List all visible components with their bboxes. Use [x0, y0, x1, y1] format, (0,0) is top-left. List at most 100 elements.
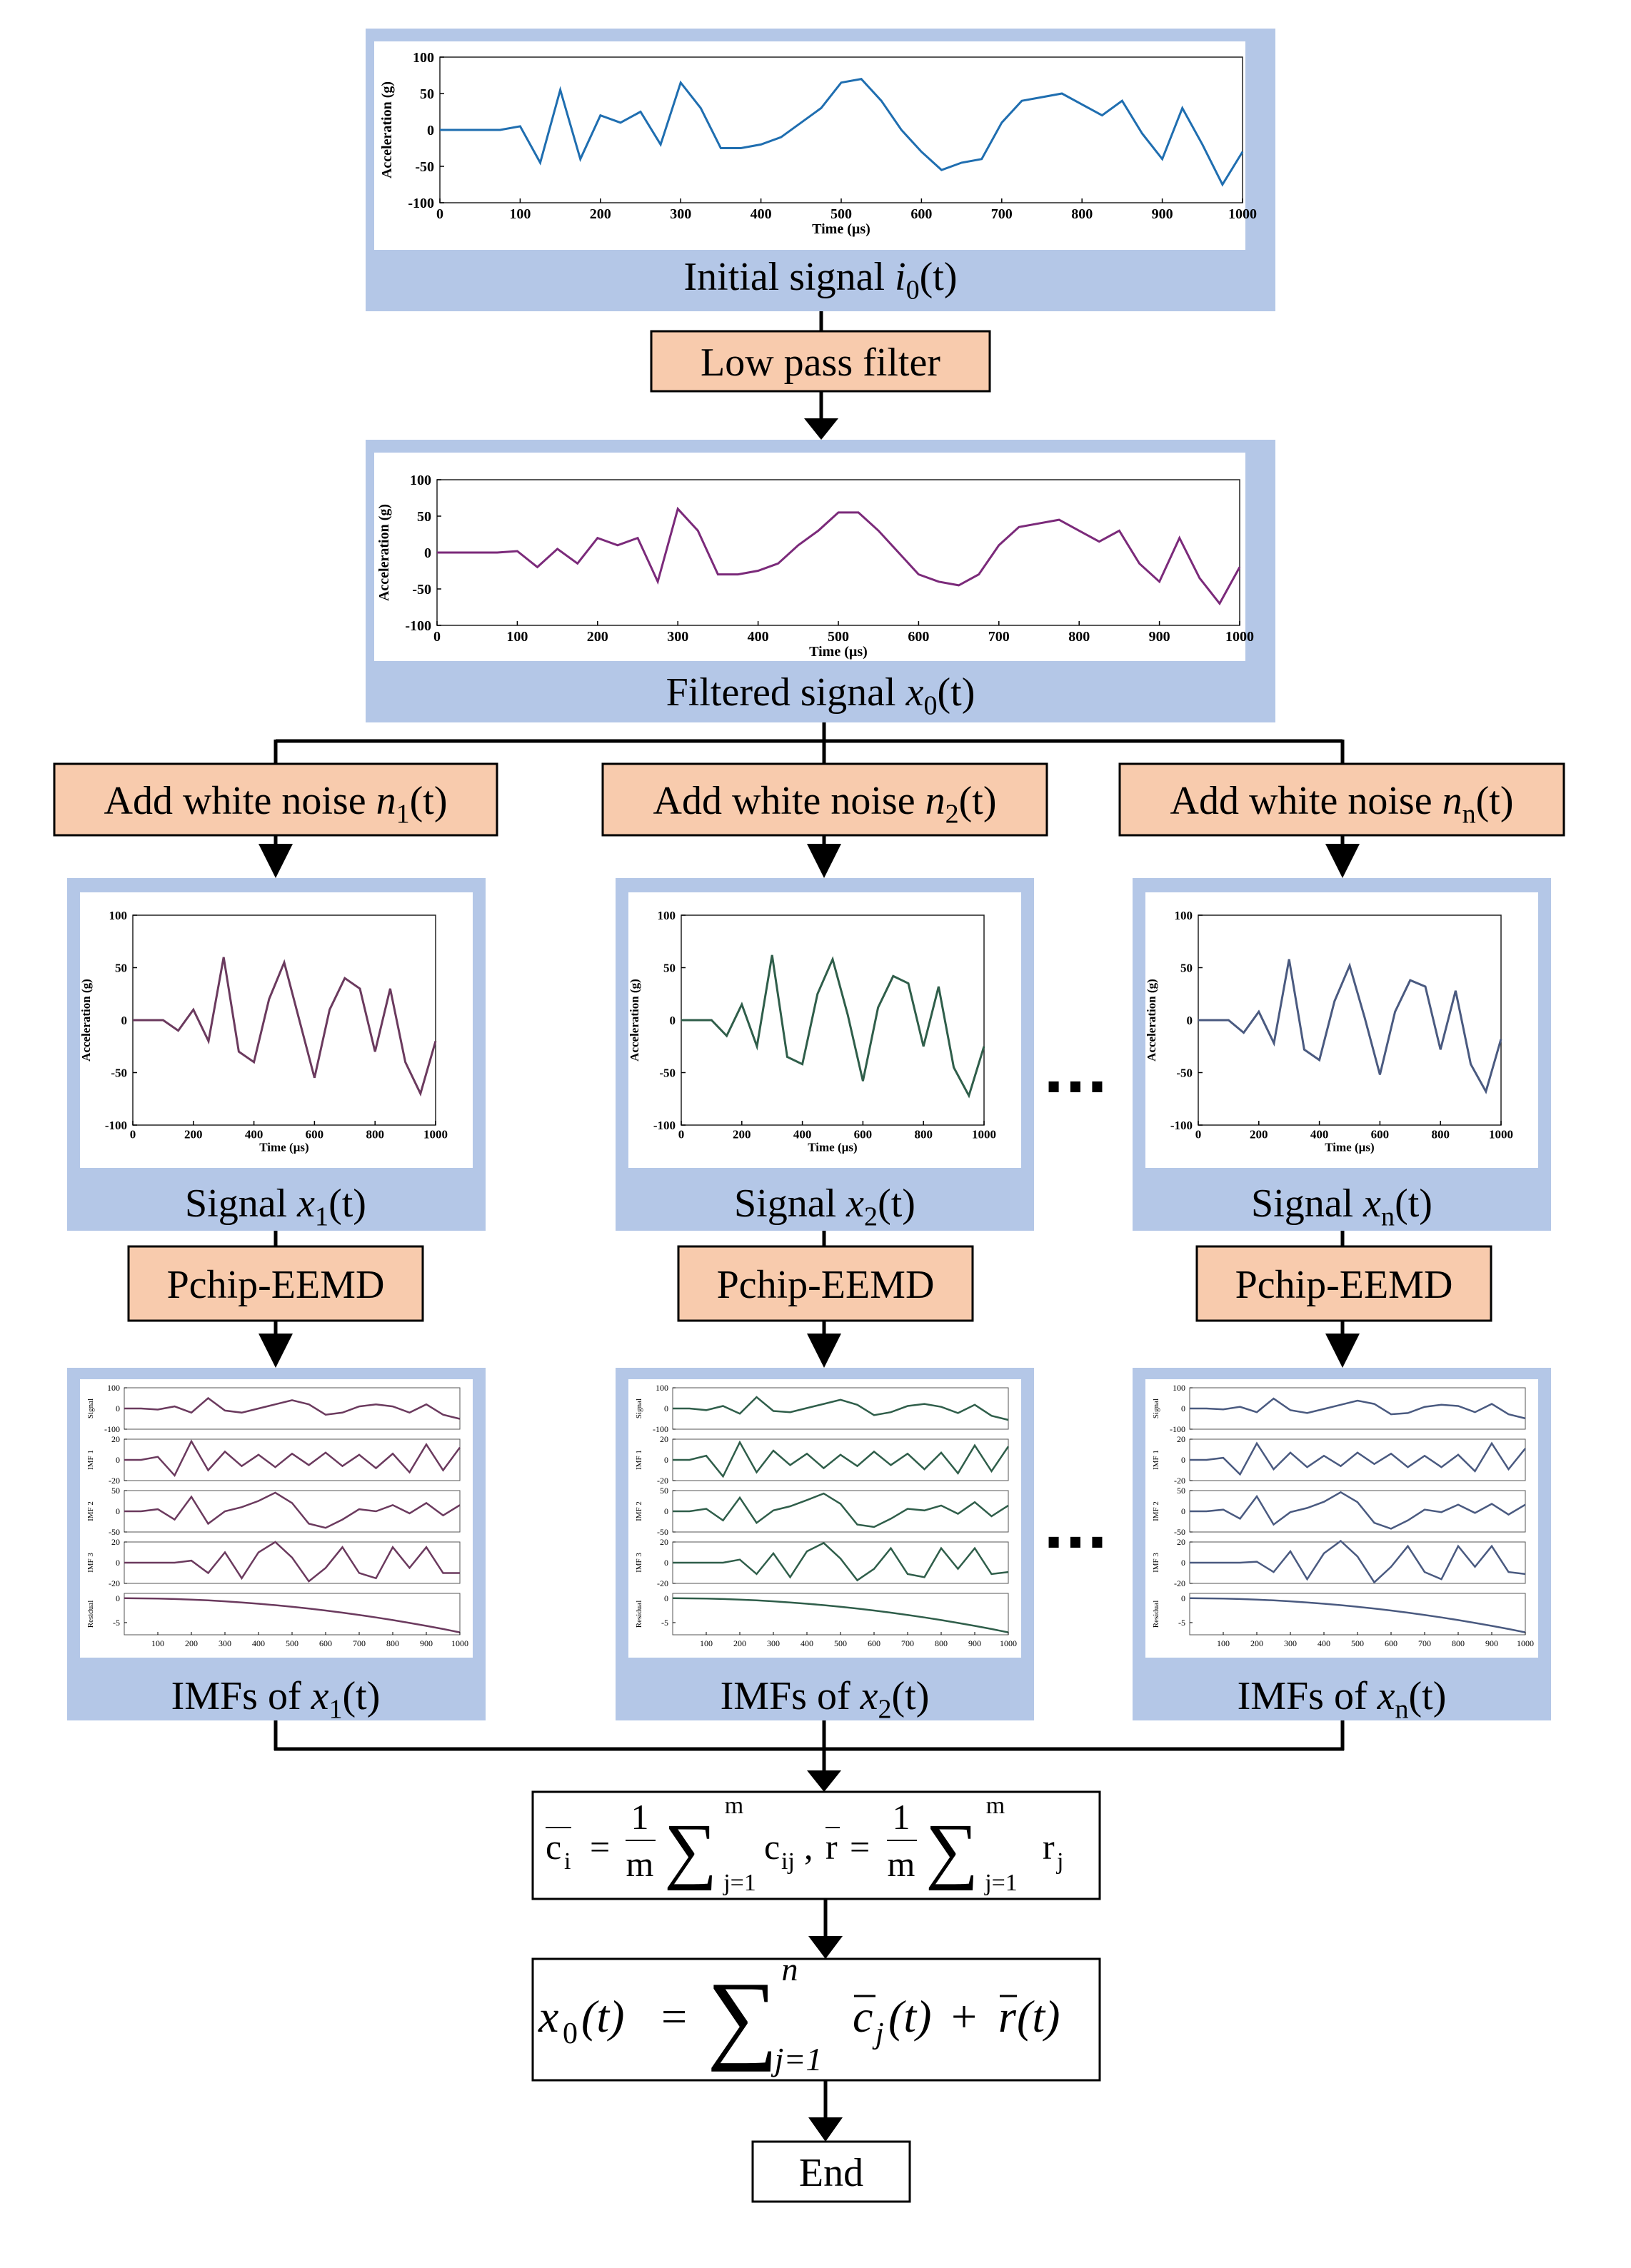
- caption-subscript: 0: [923, 690, 937, 720]
- y-tick-label: -50: [1174, 1527, 1185, 1537]
- x-tick-label: 200: [1250, 1638, 1263, 1648]
- y-tick-label: 0: [1181, 1558, 1185, 1568]
- caption-part: (t): [328, 1181, 366, 1226]
- plot-area: [374, 453, 1245, 661]
- imf-line: [1190, 1539, 1526, 1584]
- x-tick-label: 0: [130, 1128, 136, 1141]
- signal-line: [440, 77, 1244, 187]
- caption: Signal xn(t): [1251, 1181, 1432, 1231]
- y-tick-label: 100: [109, 909, 128, 922]
- caption-subscript: n: [1462, 799, 1476, 829]
- caption-part: x: [905, 670, 924, 715]
- arrowhead: [1325, 844, 1360, 878]
- y-axis-label: Acceleration (g): [376, 504, 392, 601]
- plot-area: [628, 1379, 1021, 1658]
- y-tick-label: 20: [660, 1537, 668, 1547]
- y-tick-label: 0: [1181, 1506, 1185, 1516]
- y-tick-label: 0: [670, 1014, 676, 1027]
- y-tick-label: 20: [1177, 1537, 1185, 1547]
- caption-part: Add white noise: [1170, 779, 1442, 823]
- caption-part: Signal: [185, 1181, 297, 1226]
- lower-limit: j=1: [771, 2041, 823, 2077]
- arrowhead: [808, 1936, 843, 1959]
- imf-line: [673, 1541, 1009, 1582]
- caption-part: i: [895, 255, 906, 299]
- x-tick-label: 800: [1068, 629, 1090, 645]
- imf-line: [124, 1541, 460, 1583]
- upper-limit: n: [782, 1951, 798, 1987]
- subscript: j: [1056, 1848, 1063, 1875]
- y-tick-label: 50: [111, 1486, 120, 1496]
- caption: Add white noise n1(t): [104, 779, 448, 829]
- arrowhead: [259, 844, 293, 878]
- caption-subscript: n: [1395, 1694, 1408, 1724]
- y-tick-label: 0: [664, 1593, 668, 1603]
- y-tick-label: -20: [657, 1578, 668, 1588]
- y-tick-label: 0: [121, 1014, 128, 1027]
- y-axis-label: Residual: [635, 1601, 643, 1628]
- lower-limit: j=1: [984, 1870, 1018, 1896]
- x-tick-label: 1000: [1228, 206, 1257, 222]
- ellipsis: ...: [1043, 1495, 1108, 1561]
- x-tick-label: 1000: [972, 1128, 996, 1141]
- plot-area: [1145, 892, 1538, 1168]
- caption-subscript: 1: [328, 1694, 342, 1724]
- caption-part: (t): [920, 255, 958, 299]
- y-tick-label: 50: [115, 961, 127, 974]
- plot-area: [628, 892, 1021, 1168]
- caption-part: IMFs of: [721, 1674, 860, 1718]
- y-axis-label: IMF 1: [635, 1450, 643, 1470]
- y-tick-label: 20: [111, 1537, 120, 1547]
- operator: +: [951, 1991, 977, 2042]
- x-tick-label: 900: [1149, 629, 1170, 645]
- x-axis-label: Time (µs): [1325, 1141, 1374, 1154]
- y-tick-label: 100: [1175, 909, 1193, 922]
- caption-part: (t): [410, 779, 448, 823]
- x-tick-label: 200: [733, 1638, 746, 1648]
- imf-line: [124, 1597, 461, 1633]
- sum-sign: ∑: [925, 1809, 978, 1891]
- imf-line: [1190, 1397, 1526, 1420]
- caption-part: (t): [1476, 779, 1514, 823]
- y-tick-label: 100: [1173, 1383, 1185, 1393]
- y-tick-label: -20: [1174, 1476, 1185, 1486]
- caption-subscript: 1: [396, 799, 410, 829]
- y-tick-label: -100: [1170, 1119, 1193, 1132]
- y-tick-label: -100: [653, 1119, 676, 1132]
- imf-line: [124, 1491, 461, 1529]
- y-axis-label: Residual: [86, 1601, 95, 1628]
- reconstruction-formula: x 0 (t) = ∑ n j=1 c j (t) + r (t): [538, 1951, 1060, 2077]
- x-tick-label: 1000: [1517, 1638, 1534, 1648]
- x-tick-label: 600: [910, 206, 932, 222]
- plot-area: [1145, 1379, 1538, 1658]
- y-tick-label: -100: [1170, 1424, 1185, 1434]
- x-tick-label: 500: [828, 629, 849, 645]
- y-tick-label: 0: [116, 1593, 120, 1603]
- y-axis-label: IMF 1: [1152, 1450, 1160, 1470]
- x-tick-label: 0: [433, 629, 441, 645]
- x-tick-label: 200: [185, 1638, 198, 1648]
- x-tick-label: 800: [935, 1638, 948, 1648]
- process-box: [650, 330, 991, 393]
- upper-limit: m: [725, 1793, 743, 1819]
- y-axis-label: Acceleration (g): [628, 979, 641, 1062]
- caption: Signal x1(t): [185, 1181, 366, 1231]
- x-tick-label: 400: [801, 1638, 813, 1648]
- imf-line: [1189, 1597, 1526, 1633]
- caption-part: IMFs of: [171, 1674, 311, 1718]
- signal-line: [437, 506, 1241, 606]
- process-label: Pchip-EEMD: [1235, 1263, 1453, 1307]
- end-box: [751, 2140, 911, 2203]
- process-label: Pchip-EEMD: [167, 1263, 385, 1307]
- x-tick-label: 700: [991, 206, 1013, 222]
- lower-limit: j=1: [723, 1870, 756, 1896]
- process-box: [601, 762, 1048, 837]
- caption: IMFs of x2(t): [721, 1674, 930, 1724]
- plot-area: [374, 41, 1245, 250]
- caption-subscript: 2: [945, 799, 959, 829]
- x-tick-label: 200: [184, 1128, 203, 1141]
- y-axis-label: IMF 3: [86, 1553, 95, 1573]
- caption: IMFs of xn(t): [1238, 1674, 1447, 1724]
